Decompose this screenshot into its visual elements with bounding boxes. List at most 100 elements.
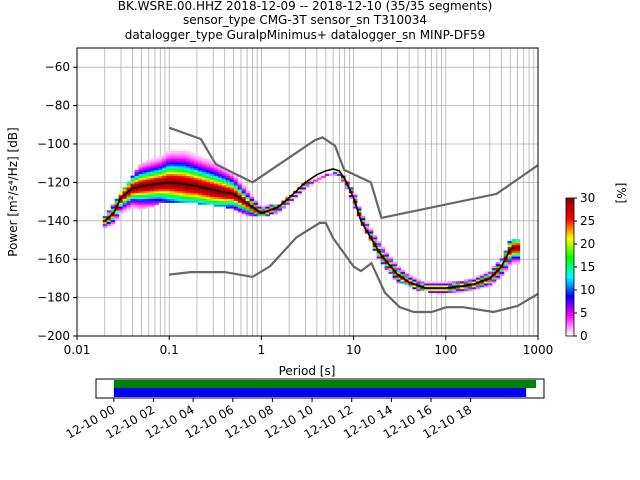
- psd-cell: [146, 185, 152, 188]
- psd-cell: [313, 179, 318, 182]
- psd-cell: [416, 279, 421, 282]
- psd-cell: [209, 183, 215, 186]
- psd-cell: [201, 173, 207, 176]
- psd-cell: [178, 158, 183, 161]
- psd-cell: [190, 175, 195, 178]
- y-tick-label: −100: [37, 137, 70, 151]
- psd-cell: [265, 204, 271, 207]
- colorbar-swatch: [566, 331, 574, 335]
- psd-cell: [237, 208, 243, 211]
- psd-cell: [162, 175, 167, 178]
- psd-cell: [396, 271, 402, 274]
- psd-cell: [186, 171, 191, 175]
- psd-cell: [332, 171, 338, 175]
- psd-cell: [277, 210, 282, 213]
- psd-cell: [178, 160, 183, 163]
- psd-cell: [257, 204, 263, 207]
- psd-cell: [229, 179, 235, 182]
- psd-cell: [213, 173, 219, 176]
- colorbar-swatch: [566, 225, 574, 229]
- psd-cell: [146, 171, 152, 175]
- colorbar-swatch: [566, 264, 574, 268]
- psd-cell: [205, 194, 211, 198]
- psd-cell: [158, 164, 163, 167]
- psd-cell: [440, 290, 445, 294]
- psd-cell: [340, 177, 346, 180]
- psd-cell: [392, 277, 398, 280]
- psd-cell: [138, 183, 144, 186]
- psd-cell: [146, 192, 152, 196]
- psd-cell: [150, 166, 155, 169]
- colorbar-swatch: [566, 324, 574, 328]
- psd-cell: [134, 187, 140, 190]
- psd-cell: [142, 166, 148, 169]
- colorbar-swatch: [566, 202, 574, 206]
- psd-cell: [432, 283, 437, 286]
- psd-cell: [372, 239, 378, 242]
- psd-cell: [420, 287, 425, 290]
- psd-cell: [233, 177, 239, 180]
- psd-cell: [178, 173, 183, 176]
- psd-cell: [221, 198, 227, 201]
- psd-cell: [348, 189, 354, 192]
- psd-cell: [368, 235, 374, 238]
- psd-cell: [241, 204, 247, 207]
- psd-cell: [408, 275, 413, 278]
- psd-cell: [178, 179, 183, 182]
- psd-cell: [122, 187, 128, 190]
- psd-cell: [352, 192, 358, 196]
- psd-cell: [178, 189, 183, 192]
- psd-cell: [237, 200, 243, 203]
- psd-cell: [162, 177, 167, 180]
- psd-cell: [170, 154, 175, 157]
- psd-cell: [194, 156, 199, 159]
- psd-cell: [130, 185, 136, 188]
- psd-cell: [245, 208, 251, 211]
- psd-cell: [245, 198, 251, 201]
- psd-cell: [201, 169, 207, 173]
- psd-cell: [209, 177, 215, 180]
- psd-cell: [475, 277, 481, 280]
- psd-cell: [285, 196, 290, 199]
- psd-cell: [503, 262, 509, 265]
- psd-cell: [491, 269, 497, 272]
- psd-cell: [170, 189, 175, 192]
- psd-cell: [126, 192, 132, 196]
- colorbar-swatch: [566, 290, 574, 293]
- psd-cell: [384, 252, 390, 255]
- psd-cell: [301, 187, 306, 190]
- psd-cell: [440, 292, 445, 295]
- psd-cell: [229, 183, 235, 186]
- psd-cell: [110, 210, 116, 213]
- psd-cell: [241, 191, 247, 194]
- psd-cell: [511, 250, 517, 253]
- psd-cell: [404, 277, 410, 280]
- psd-cell: [205, 166, 211, 169]
- psd-cell: [209, 175, 215, 178]
- psd-cell: [408, 279, 413, 282]
- psd-cell: [491, 279, 497, 282]
- psd-cell: [194, 175, 199, 178]
- psd-cell: [249, 204, 255, 207]
- psd-cell: [170, 183, 175, 186]
- psd-cell: [213, 181, 219, 184]
- psd-cell: [182, 177, 187, 180]
- psd-cell: [507, 246, 513, 249]
- psd-cell: [297, 192, 302, 196]
- colorbar-swatch: [566, 257, 574, 261]
- psd-cell: [515, 258, 521, 261]
- psd-cell: [134, 196, 140, 199]
- low-noise-model-line: [169, 221, 539, 314]
- plot-frame: [76, 47, 539, 337]
- psd-cell: [205, 179, 211, 182]
- psd-cell: [221, 204, 227, 207]
- psd-cell: [166, 200, 171, 203]
- psd-cell: [297, 189, 302, 192]
- psd-cell: [507, 262, 513, 265]
- psd-cell: [126, 208, 132, 211]
- psd-cell: [201, 183, 207, 186]
- psd-cell: [221, 187, 227, 190]
- psd-cell: [511, 252, 517, 255]
- psd-cell: [182, 196, 187, 199]
- psd-density-cells: [102, 150, 521, 295]
